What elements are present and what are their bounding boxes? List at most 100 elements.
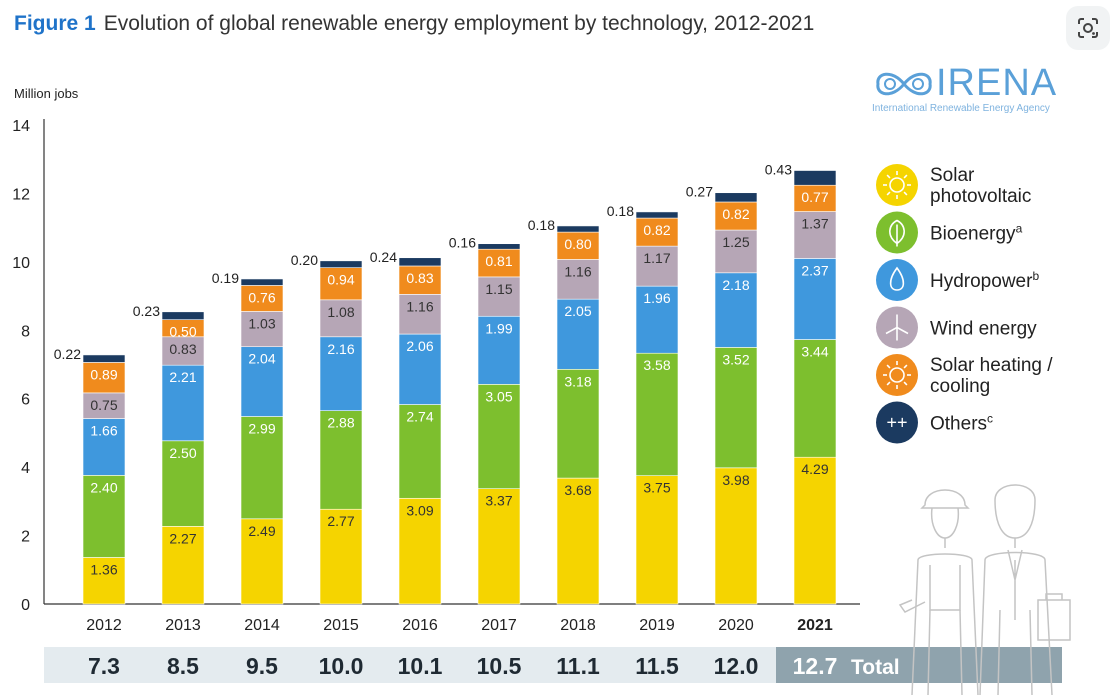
x-tick-label: 2018 <box>560 617 596 634</box>
totals-label: Total <box>851 656 900 679</box>
bar-segment <box>714 467 758 605</box>
water-drop-icon <box>876 259 918 301</box>
bar-segment <box>240 518 284 605</box>
bar-segment <box>793 170 837 186</box>
logo-name: IRENA <box>936 62 1058 104</box>
legend-label: cooling <box>930 376 990 397</box>
data-label: 1.99 <box>485 320 512 336</box>
data-label: 2.74 <box>406 409 433 425</box>
data-label: 2.49 <box>248 523 275 539</box>
data-label: 1.03 <box>248 315 275 331</box>
totals-row-highlight-bg <box>776 647 1062 683</box>
bar-segment <box>793 339 837 458</box>
bar-segment <box>477 248 521 278</box>
bar-segment <box>635 245 679 287</box>
data-label: 0.43 <box>765 162 792 178</box>
data-label: 0.76 <box>248 289 275 305</box>
data-label: 2.88 <box>327 415 354 431</box>
total-value: 11.1 <box>556 653 600 679</box>
total-value: 8.5 <box>167 653 199 679</box>
bar-segment <box>793 184 837 212</box>
bar-segment <box>714 192 758 203</box>
leaf-icon <box>876 211 918 254</box>
data-label: 0.20 <box>291 252 318 268</box>
data-label: 3.18 <box>564 373 591 389</box>
bar-segment <box>635 475 679 605</box>
x-tick-label: 2021 <box>797 617 833 634</box>
data-label: 0.18 <box>528 217 555 233</box>
data-label: 2.16 <box>327 341 354 357</box>
sun-heat-icon <box>876 354 918 396</box>
total-value: 9.5 <box>246 653 278 679</box>
bar-segment <box>477 488 521 605</box>
workers-illustration <box>898 484 1071 695</box>
data-label: 0.22 <box>54 346 81 362</box>
bar-segment <box>319 508 363 605</box>
bar-segment <box>714 201 758 231</box>
data-label: 4.29 <box>801 461 828 477</box>
bar-segment <box>556 225 600 233</box>
data-label: 0.24 <box>370 249 397 265</box>
bar-segment <box>82 362 126 394</box>
bar-segment <box>240 285 284 312</box>
legend-item: Wind energy <box>876 306 1037 349</box>
data-label: 3.58 <box>643 357 670 373</box>
data-label: 2.77 <box>327 513 354 529</box>
total-value: 10.5 <box>477 653 522 679</box>
figure-title-bar: Figure 1 Evolution of global renewable en… <box>14 12 814 36</box>
data-label: 1.96 <box>643 290 670 306</box>
total-value: 11.5 <box>635 653 679 679</box>
bar-segment <box>635 217 679 247</box>
y-axis-label: Million jobs <box>14 86 79 101</box>
data-label: 1.36 <box>90 561 117 577</box>
bar-segment <box>161 364 205 442</box>
bar-segment <box>319 410 363 510</box>
bar-segment <box>82 418 126 476</box>
x-tick-label: 2012 <box>86 617 122 634</box>
bar-segment <box>161 336 205 366</box>
total-value: 12.0 <box>714 653 759 679</box>
google-lens-icon[interactable] <box>1066 6 1110 50</box>
data-label: 0.18 <box>607 203 634 219</box>
total-value: 10.0 <box>319 653 364 679</box>
legend-label: Solar heating / <box>930 355 1053 376</box>
legend-label: Othersc <box>930 412 993 435</box>
y-tick-label: 12 <box>12 186 30 203</box>
data-label: 3.05 <box>485 388 512 404</box>
data-label: 2.18 <box>722 277 749 293</box>
bar-segment <box>319 299 363 338</box>
bar-segment <box>714 229 758 274</box>
data-label: 0.82 <box>643 222 670 238</box>
data-label: 2.40 <box>90 479 117 495</box>
legend-item: ++ Othersc <box>876 401 993 444</box>
data-label: 0.82 <box>722 206 749 222</box>
x-tick-label: 2014 <box>244 617 280 634</box>
bar-segment <box>556 231 600 260</box>
x-tick-label: 2017 <box>481 617 517 634</box>
data-label: 1.16 <box>564 263 591 279</box>
data-label: 0.83 <box>406 270 433 286</box>
data-label: 0.94 <box>327 272 354 288</box>
data-label: 0.19 <box>212 270 239 286</box>
svg-text:++: ++ <box>886 413 907 433</box>
totals-row-bg <box>44 647 776 683</box>
bar-segment <box>556 259 600 300</box>
data-label: 2.05 <box>564 303 591 319</box>
data-label: 0.80 <box>564 236 591 252</box>
data-label: 1.37 <box>801 216 828 232</box>
bar-segment <box>398 404 442 499</box>
bar-segment <box>319 260 363 268</box>
data-label: 3.44 <box>801 344 828 360</box>
bar-segment <box>556 477 600 605</box>
data-label: 2.37 <box>801 262 828 278</box>
y-tick-label: 10 <box>12 255 30 272</box>
x-tick-label: 2015 <box>323 617 359 634</box>
x-tick-label: 2016 <box>402 617 438 634</box>
irena-logo: IRENA International Renewable Energy Age… <box>872 62 1072 114</box>
data-label: 3.09 <box>406 502 433 518</box>
legend-label: Bioenergya <box>930 222 1023 245</box>
bar-segment <box>319 336 363 411</box>
y-tick-label: 8 <box>21 323 30 340</box>
